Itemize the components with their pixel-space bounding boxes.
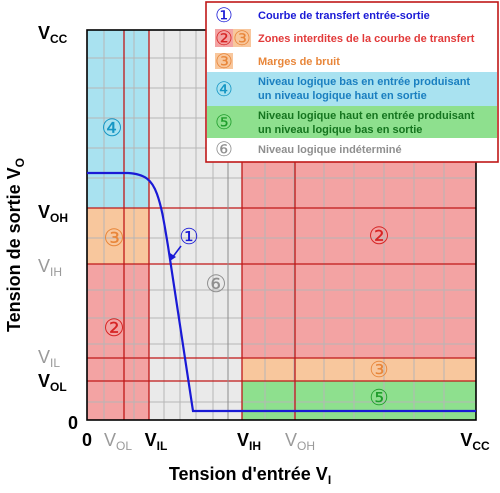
legend-item-3: ④ Niveau logique bas en entrée produisant… bbox=[207, 72, 497, 106]
legend-marker-bg-1-1 bbox=[233, 29, 251, 47]
zone-5-high-in-low-out bbox=[242, 381, 476, 420]
y-tick-label-3: VIL bbox=[38, 347, 60, 370]
zone-2-marker-right: ② bbox=[368, 223, 390, 250]
transfer-curve bbox=[87, 171, 476, 413]
legend-item-4: ⑤ Niveau logique haut en entrée produisan… bbox=[207, 106, 497, 138]
y-tick-label-0: VCC bbox=[38, 23, 68, 46]
x-tick-label-5: VCC bbox=[460, 430, 490, 453]
zone-5-marker: ⑤ bbox=[369, 385, 389, 410]
y-axis-title: Tension de sortie VO bbox=[4, 158, 27, 332]
legend-label-1-0: Zones interdites de la courbe de transfe… bbox=[258, 33, 475, 45]
legend-label-0-0: Courbe de transfert entrée-sortie bbox=[258, 10, 430, 22]
legend-marker-5-0: ⑥ bbox=[215, 139, 233, 161]
legend-label-2-0: Marges de bruit bbox=[258, 56, 340, 68]
zone-4-marker: ④ bbox=[101, 115, 123, 142]
zone-6-marker: ⑥ bbox=[205, 271, 227, 298]
x-axis-title: Tension d'entrée VI bbox=[169, 464, 331, 487]
legend-label-3-0: Niveau logique bas en entrée produisant bbox=[258, 76, 470, 88]
zone-3-marker-right: ③ bbox=[369, 357, 389, 382]
legend-item-2: ③ Marges de bruit bbox=[215, 51, 340, 73]
legend-item-1: ② ③ Zones interdites de la courbe de trans… bbox=[215, 28, 475, 50]
legend-marker-1-1: ③ bbox=[233, 28, 251, 50]
zone-3-marker-left: ③ bbox=[103, 225, 125, 252]
legend-label-4-1: un niveau logique bas en sortie bbox=[258, 124, 422, 136]
zone-2-forbidden-left bbox=[87, 264, 149, 420]
legend-marker-3-0: ④ bbox=[215, 79, 233, 101]
x-tick-label-4: VOH bbox=[285, 430, 315, 453]
curve-marker: ① bbox=[179, 224, 199, 249]
x-tick-label-1: VOL bbox=[104, 430, 132, 453]
legend-item-5: ⑥ Niveau logique indéterminé bbox=[215, 139, 402, 161]
legend-item-0: ① Courbe de transfert entrée-sortie bbox=[215, 5, 430, 27]
legend-marker-bg-2-0 bbox=[215, 53, 233, 69]
x-tick-label-3: VIH bbox=[237, 430, 261, 453]
legend-item-bg-3 bbox=[207, 72, 497, 106]
legend-marker-0-0: ① bbox=[215, 5, 233, 27]
legend-marker-1-0: ② bbox=[215, 28, 233, 50]
curve-pointer-arrowhead bbox=[170, 253, 176, 261]
x-tick-label-0: 0 bbox=[82, 430, 92, 450]
x-tick-label-2: VIL bbox=[145, 430, 168, 453]
y-tick-label-2: VIH bbox=[38, 256, 62, 279]
legend-item-bg-4 bbox=[207, 106, 497, 138]
zone-2-marker-left: ② bbox=[103, 315, 125, 342]
zone-3-noise-margin-high bbox=[87, 208, 149, 264]
legend-marker-4-0: ⑤ bbox=[215, 112, 233, 134]
legend-marker-2-0: ③ bbox=[215, 51, 233, 73]
y-tick-label-4: VOL bbox=[38, 371, 67, 394]
y-tick-label-1: VOH bbox=[38, 202, 68, 225]
legend-label-4-0: Niveau logique haut en entrée produisant bbox=[258, 110, 475, 122]
zone-3-noise-margin-low bbox=[242, 358, 476, 381]
y-tick-label-5: 0 bbox=[68, 413, 78, 433]
legend-label-3-1: un niveau logique haut en sortie bbox=[258, 90, 427, 102]
legend-label-5-0: Niveau logique indéterminé bbox=[258, 144, 402, 156]
legend-marker-bg-1-0 bbox=[215, 29, 233, 47]
